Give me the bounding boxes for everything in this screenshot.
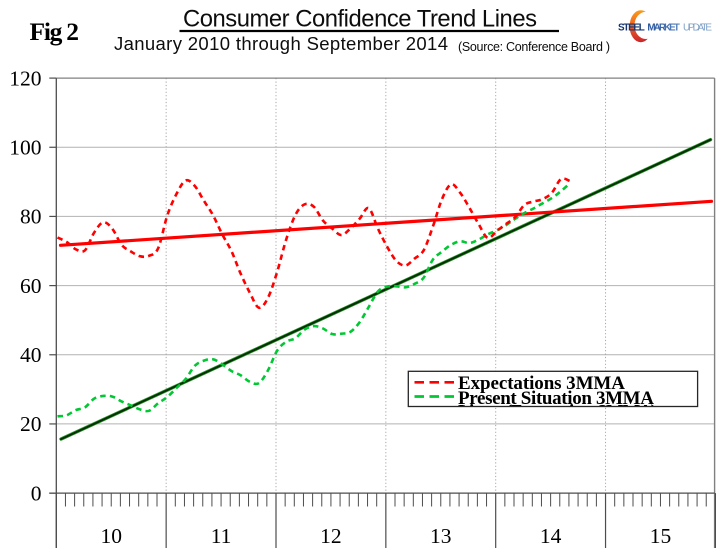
svg-text:11: 11 [211,524,232,548]
svg-text:20: 20 [20,412,42,436]
svg-text:Fig 2: Fig 2 [30,17,80,46]
svg-text:Linear (Expectations 3MMA): Linear (Expectations 3MMA) [458,401,657,422]
svg-text:0: 0 [31,481,42,505]
svg-text:(Source: Conference Board ): (Source: Conference Board ) [458,40,610,54]
svg-text:15: 15 [650,524,672,548]
svg-text:80: 80 [20,205,42,229]
svg-text:120: 120 [9,66,41,90]
svg-text:10: 10 [100,524,122,548]
svg-text:12: 12 [320,524,342,548]
svg-text:14: 14 [540,524,562,548]
svg-text:60: 60 [20,274,42,298]
svg-text:100: 100 [9,136,41,160]
svg-text:STEEL: STEEL [618,22,645,33]
svg-text:MARKET: MARKET [647,22,679,33]
svg-text:13: 13 [430,524,452,548]
svg-text:Consumer Confidence Trend Line: Consumer Confidence Trend Lines [183,5,537,32]
svg-text:40: 40 [20,343,42,367]
svg-text:UPDATE: UPDATE [683,22,712,33]
svg-text:Present Situation 3MMA: Present Situation 3MMA [458,388,654,409]
svg-text:Expectations 3MMA: Expectations 3MMA [458,373,625,394]
svg-text:January 2010 through September: January 2010 through September 2014 [114,33,448,54]
